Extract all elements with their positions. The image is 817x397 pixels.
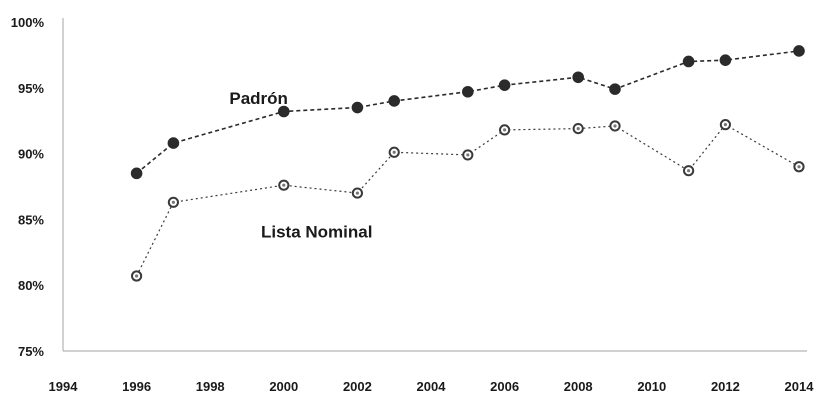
x-tick-label: 2014 xyxy=(785,379,815,394)
data-point xyxy=(277,105,290,118)
data-point xyxy=(498,79,511,91)
y-tick-label: 90% xyxy=(18,147,44,162)
series-labels: Padrón Lista Nominal xyxy=(229,89,372,241)
y-tick-label: 100% xyxy=(11,15,45,30)
x-tick-label: 2002 xyxy=(343,379,372,394)
data-point-core xyxy=(613,124,617,128)
data-point-core xyxy=(135,274,139,278)
chart-axes xyxy=(62,18,807,352)
x-tick-label: 2000 xyxy=(269,379,298,394)
x-tick-label: 1998 xyxy=(196,379,225,394)
y-tick-label: 80% xyxy=(18,278,44,293)
series-label-lista-nominal: Lista Nominal xyxy=(261,223,372,242)
data-point xyxy=(793,45,805,57)
y-tick-label: 95% xyxy=(18,81,44,96)
x-tick-label: 2008 xyxy=(564,379,593,394)
x-tick-label: 2004 xyxy=(417,379,447,394)
series-line xyxy=(136,50,800,174)
series-label-padron: Padrón xyxy=(229,89,288,108)
data-point-core xyxy=(355,191,359,195)
data-point xyxy=(609,83,621,95)
data-point-core xyxy=(576,126,580,131)
x-tick-label: 2010 xyxy=(637,379,666,394)
y-tick-label: 75% xyxy=(18,344,44,359)
data-point xyxy=(682,55,695,68)
data-point-core xyxy=(723,123,728,127)
data-point-core xyxy=(797,165,801,169)
y-tick-label: 85% xyxy=(18,212,44,227)
data-point xyxy=(167,137,180,149)
x-tick-label: 2006 xyxy=(490,379,519,394)
data-point xyxy=(461,85,474,98)
data-point-core xyxy=(466,153,470,157)
data-point xyxy=(130,167,143,180)
data-point xyxy=(719,54,732,66)
data-point xyxy=(572,71,584,84)
data-point xyxy=(351,101,364,114)
series-lista-nominal xyxy=(131,119,805,282)
x-tick-label: 2012 xyxy=(711,379,740,394)
series-line xyxy=(136,123,800,277)
x-tick-label: 1994 xyxy=(49,379,79,394)
data-point-core xyxy=(171,200,175,204)
data-point-core xyxy=(282,183,286,187)
chart-series xyxy=(130,45,805,282)
data-point-core xyxy=(392,150,396,154)
x-tick-label: 1996 xyxy=(122,379,151,394)
data-point xyxy=(388,95,400,107)
data-point-core xyxy=(503,128,507,132)
tick-labels: 75% 80% 85% 90% 95% 100% 1994 1996 1998 2000 2002 2… xyxy=(11,15,814,394)
series-padron xyxy=(130,45,805,180)
data-point-core xyxy=(687,169,691,173)
